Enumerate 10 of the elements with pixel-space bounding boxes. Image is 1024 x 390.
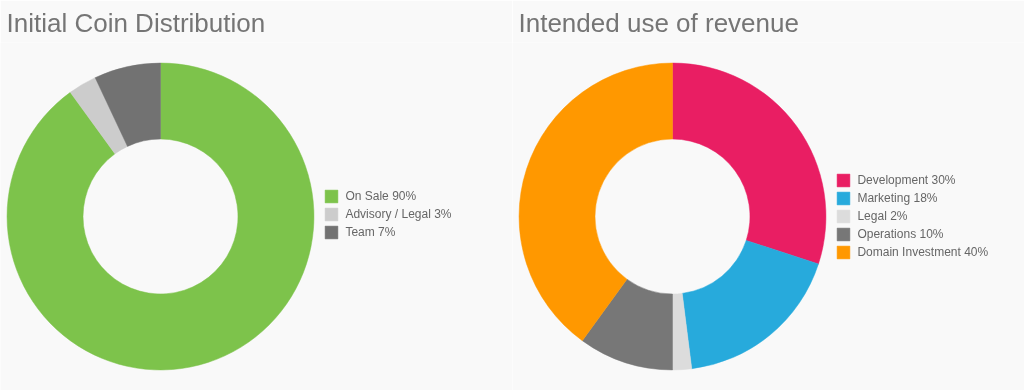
legend-label: Development 30% [857,173,956,187]
legend-label: Domain Investment 40% [857,245,989,259]
chart-title: Intended use of revenue [518,7,799,38]
chart-title: Initial Coin Distribution [6,7,266,38]
legend-label: Legal 2% [857,209,908,223]
legend-label: Advisory / Legal 3% [345,207,452,221]
legend-label: On Sale 90% [345,189,417,203]
legend-label: Operations 10% [857,227,944,241]
legend-label: Team 7% [345,225,396,239]
legend-label: Marketing 18% [857,191,938,205]
